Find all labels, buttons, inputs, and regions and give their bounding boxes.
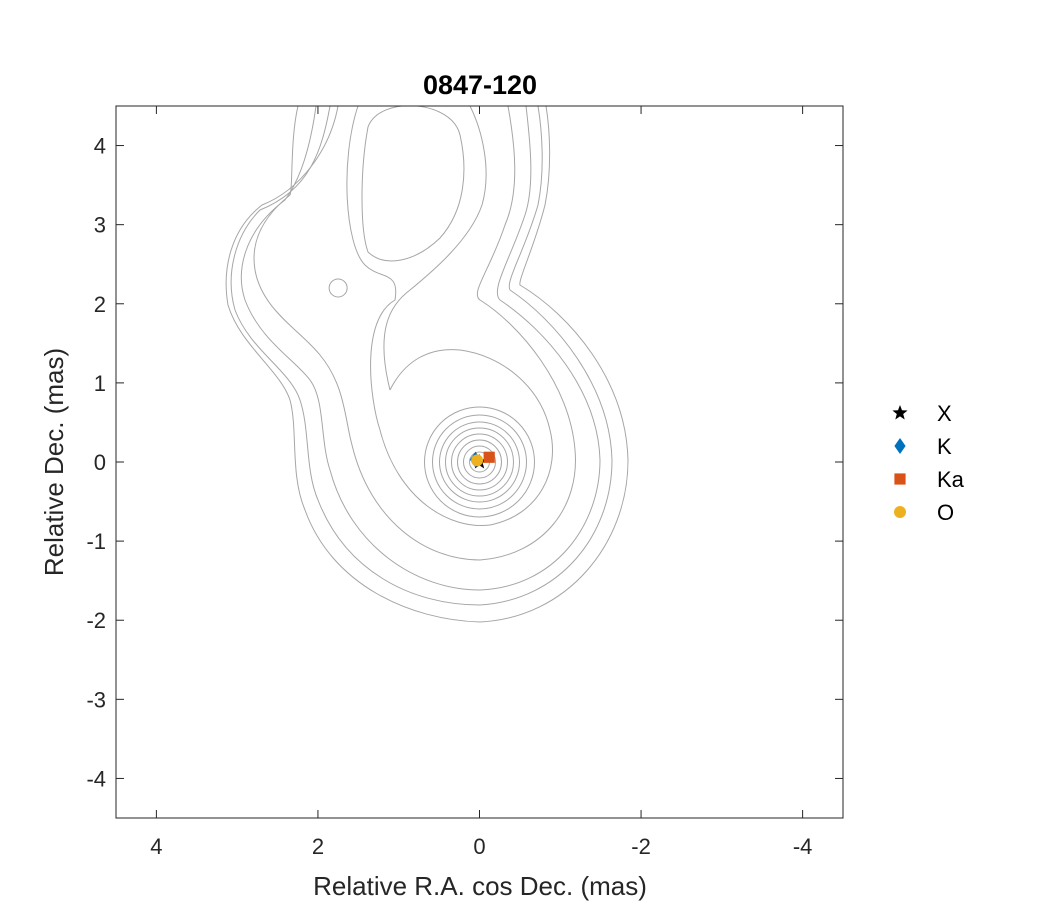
data-points: [469, 451, 495, 469]
y-tick-label: -3: [86, 687, 106, 712]
legend-marker-k: [894, 438, 906, 454]
extended-contour: [346, 106, 553, 527]
extended-contour: [361, 106, 465, 262]
contour-lines: [225, 106, 629, 623]
knot-contour: [328, 278, 348, 298]
y-tick-label: 2: [94, 292, 106, 317]
y-tick-label: -1: [86, 529, 106, 554]
core-contour: [432, 414, 527, 510]
core-contour: [445, 427, 514, 497]
core-contour: [463, 445, 496, 479]
extended-contour: [240, 106, 601, 591]
extended-contour: [253, 106, 576, 561]
legend-label: O: [937, 500, 954, 525]
axis-ticks: [116, 106, 843, 818]
x-tick-label: -2: [631, 834, 651, 859]
core-contour: [457, 439, 502, 485]
y-tick-label: 0: [94, 450, 106, 475]
y-tick-label: -4: [86, 766, 106, 791]
y-tick-label: -2: [86, 608, 106, 633]
x-tick-label: 4: [150, 834, 162, 859]
x-tick-label: -4: [793, 834, 813, 859]
point-o: [471, 454, 484, 467]
legend-label: K: [937, 434, 952, 459]
core-contour: [439, 421, 520, 503]
x-tick-labels: 4 2 0 -2 -4: [150, 834, 812, 859]
legend-marker-o: [894, 506, 906, 518]
core-contour: [424, 406, 535, 518]
y-tick-label: 4: [94, 134, 106, 159]
point-ka: [483, 451, 495, 463]
extended-contour: [230, 106, 613, 606]
y-tick-label: 1: [94, 371, 106, 396]
legend-label: Ka: [937, 467, 965, 492]
legend-label: X: [937, 401, 952, 426]
y-axis-label: Relative Dec. (mas): [39, 348, 69, 576]
x-tick-label: 0: [473, 834, 485, 859]
x-axis-label: Relative R.A. cos Dec. (mas): [313, 871, 647, 901]
legend-marker-x: [892, 405, 908, 420]
extended-contour: [225, 106, 629, 623]
core-contour: [451, 433, 508, 491]
y-tick-labels: -4 -3 -2 -1 0 1 2 3 4: [86, 134, 106, 792]
chart-title: 0847-120: [423, 70, 537, 100]
legend-marker-ka: [894, 473, 906, 485]
y-tick-label: 3: [94, 213, 106, 238]
x-tick-label: 2: [312, 834, 324, 859]
legend: XK Ka O: [892, 401, 965, 525]
